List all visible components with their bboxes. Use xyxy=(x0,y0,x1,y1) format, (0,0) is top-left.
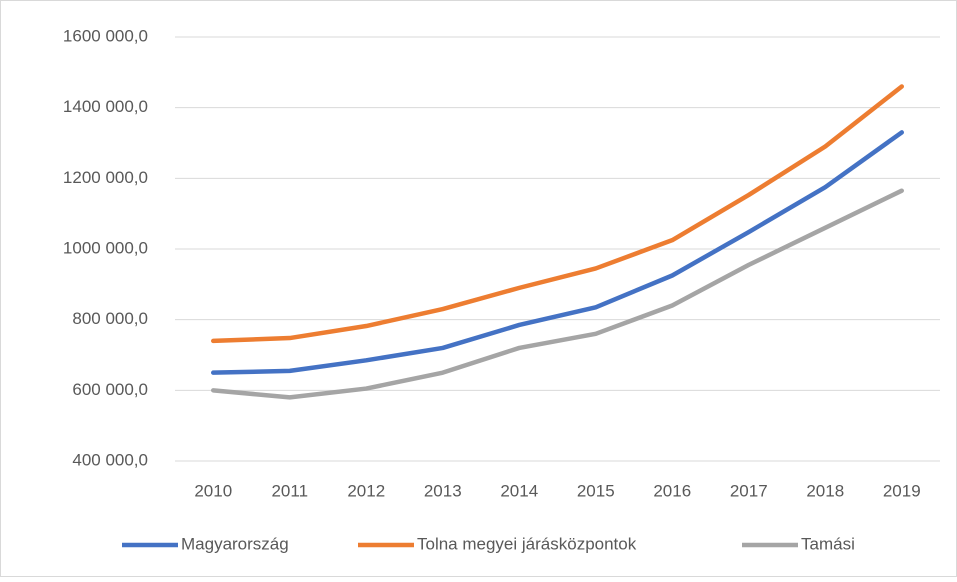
legend-label: Tolna megyei járásközpontok xyxy=(417,534,637,553)
legend-label: Tamási xyxy=(801,534,855,553)
x-tick-label: 2011 xyxy=(271,481,308,500)
x-tick-label: 2018 xyxy=(806,481,844,500)
series-line xyxy=(211,188,904,400)
x-tick-label: 2019 xyxy=(883,481,921,500)
series-line xyxy=(211,84,904,344)
x-tick-label: 2010 xyxy=(194,481,232,500)
x-tick-label: 2015 xyxy=(577,481,615,500)
y-tick-label: 400 000,0 xyxy=(72,450,148,469)
y-tick-label: 1000 000,0 xyxy=(63,238,148,257)
x-tick-label: 2016 xyxy=(653,481,691,500)
y-tick-label: 800 000,0 xyxy=(72,309,148,328)
y-tick-label: 1600 000,0 xyxy=(63,26,148,45)
y-tick-label: 600 000,0 xyxy=(72,380,148,399)
series-line xyxy=(211,130,904,375)
x-tick-label: 2014 xyxy=(500,481,538,500)
x-tick-label: 2013 xyxy=(424,481,462,500)
y-tick-label: 1400 000,0 xyxy=(63,97,148,116)
x-tick-label: 2017 xyxy=(730,481,768,500)
x-tick-label: 2012 xyxy=(347,481,385,500)
y-tick-label: 1200 000,0 xyxy=(63,168,148,187)
legend-label: Magyarország xyxy=(181,534,289,553)
